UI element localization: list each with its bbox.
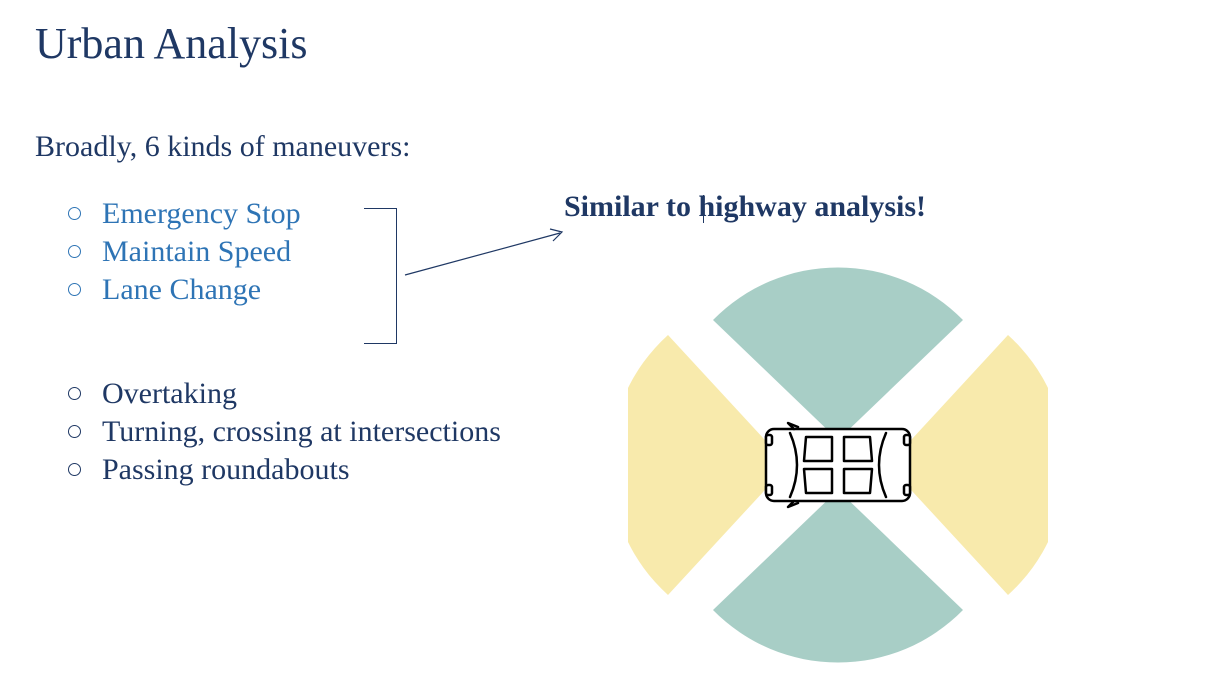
list-item: Turning, crossing at intersections bbox=[66, 413, 501, 451]
sensor-diagram bbox=[628, 265, 1048, 665]
text-cursor bbox=[703, 195, 704, 223]
page-title: Urban Analysis bbox=[35, 18, 308, 69]
arrow-icon bbox=[400, 225, 580, 285]
group-bracket bbox=[364, 208, 397, 344]
list-item: Maintain Speed bbox=[66, 233, 301, 271]
maneuvers-group-a: Emergency Stop Maintain Speed Lane Chang… bbox=[66, 195, 301, 309]
subtitle: Broadly, 6 kinds of maneuvers: bbox=[35, 130, 410, 164]
maneuvers-group-b: Overtaking Turning, crossing at intersec… bbox=[66, 375, 501, 489]
list-item: Lane Change bbox=[66, 271, 301, 309]
list-item: Passing roundabouts bbox=[66, 451, 501, 489]
list-item: Overtaking bbox=[66, 375, 501, 413]
list-item: Emergency Stop bbox=[66, 195, 301, 233]
callout-text: Similar to highway analysis! bbox=[564, 190, 926, 224]
